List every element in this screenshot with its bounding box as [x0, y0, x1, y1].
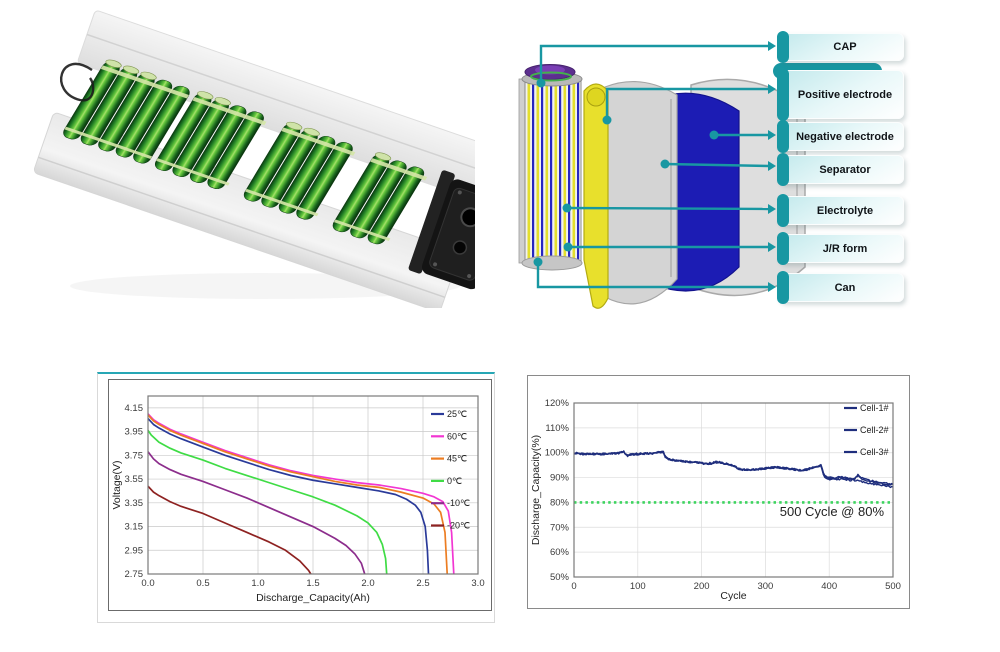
svg-text:60℃: 60℃	[447, 431, 467, 441]
svg-text:3.75: 3.75	[125, 450, 144, 461]
battery-module-photo	[30, 8, 507, 312]
series-line-60℃	[147, 413, 455, 575]
cycle-life-chart: 500 Cycle @ 80% 0 100 200 300 400 500 50% 60% 70%…	[530, 398, 901, 602]
svg-text:70%: 70%	[550, 522, 570, 533]
svg-text:60%: 60%	[550, 547, 570, 558]
x-axis-title: Cycle	[720, 590, 746, 602]
svg-text:3.55: 3.55	[125, 474, 144, 485]
svg-text:-10℃: -10℃	[447, 498, 470, 508]
svg-text:1.0: 1.0	[251, 578, 264, 589]
svg-text:3.35: 3.35	[125, 498, 144, 509]
gridlines	[147, 396, 479, 575]
reference-annotation: 500 Cycle @ 80%	[780, 504, 885, 519]
svg-text:-20℃: -20℃	[447, 521, 470, 531]
svg-text:2.5: 2.5	[416, 578, 429, 589]
cell-cutaway-illustration	[518, 41, 806, 309]
svg-text:500: 500	[885, 581, 901, 592]
label-positive-electrode: Positive electrode	[773, 63, 904, 121]
series-line-Cell-2#	[573, 451, 894, 489]
svg-text:45℃: 45℃	[447, 454, 467, 464]
series-line--10℃	[147, 451, 366, 575]
label-cap: CAP	[777, 31, 904, 63]
svg-text:3.95: 3.95	[125, 427, 144, 438]
label-separator-text: Separator	[819, 163, 871, 176]
svg-text:0.5: 0.5	[196, 578, 209, 589]
svg-text:2.0: 2.0	[361, 578, 374, 589]
y-axis-title: Discharge_Capacity(%)	[530, 435, 542, 545]
svg-text:110%: 110%	[545, 423, 569, 434]
svg-text:1.5: 1.5	[306, 578, 319, 589]
label-separator: Separator	[777, 153, 904, 186]
svg-text:Cell-3#: Cell-3#	[860, 447, 889, 457]
svg-text:Cell-2#: Cell-2#	[860, 425, 889, 435]
svg-text:100%: 100%	[545, 448, 570, 459]
label-electrolyte-text: Electrolyte	[816, 204, 874, 217]
power-cable	[60, 62, 95, 102]
svg-text:80%: 80%	[550, 497, 570, 508]
svg-text:200: 200	[694, 581, 710, 592]
svg-text:3.0: 3.0	[471, 578, 484, 589]
svg-text:50%: 50%	[550, 572, 570, 583]
series-line-25℃	[147, 417, 430, 575]
svg-text:0℃: 0℃	[447, 476, 462, 486]
connector-lines	[536, 44, 770, 289]
separator-sheet	[604, 81, 678, 305]
label-positive-electrode-text: Positive electrode	[797, 88, 893, 101]
svg-text:400: 400	[821, 581, 837, 592]
legend: Cell-1# Cell-2# Cell-3#	[844, 403, 889, 457]
tick-labels: 0 100 200 300 400 500 50% 60% 70% 80% 90% 100% 110% 1…	[545, 398, 901, 592]
battery-cells	[63, 59, 428, 245]
cell-end-caps	[105, 59, 392, 161]
positive-electrode-sheet	[583, 83, 609, 309]
svg-text:0.0: 0.0	[141, 578, 154, 589]
svg-text:90%: 90%	[550, 473, 570, 484]
label-electrolyte: Electrolyte	[777, 194, 904, 227]
series-line-Cell-3#	[573, 450, 894, 486]
cycle-chart-panel: 500 Cycle @ 80% 0 100 200 300 400 500 50% 60% 70%…	[527, 375, 910, 609]
y-axis-title: Voltage(V)	[111, 460, 123, 509]
svg-text:Cell-1#: Cell-1#	[860, 403, 889, 413]
discharge-chart-box: 0.0 0.5 1.0 1.5 2.0 2.5 3.0 2.75 2.95 3.15 3.35 3.5…	[108, 379, 492, 611]
svg-text:4.15: 4.15	[125, 403, 144, 414]
series-line--20℃	[147, 485, 312, 575]
series-line-0℃	[147, 429, 388, 575]
svg-text:100: 100	[630, 581, 646, 592]
discharge-capacity-chart: 0.0 0.5 1.0 1.5 2.0 2.5 3.0 2.75 2.95 3.15 3.35 3.5…	[111, 395, 485, 604]
connector-dots	[533, 78, 719, 267]
label-can-text: Can	[834, 281, 856, 294]
discharge-chart-panel: 0.0 0.5 1.0 1.5 2.0 2.5 3.0 2.75 2.95 3.15 3.35 3.5…	[97, 372, 495, 623]
svg-text:25℃: 25℃	[447, 409, 467, 419]
plot-border	[573, 402, 894, 578]
legend: 25℃ 60℃ 45℃ 0℃ -10℃ -20℃	[431, 409, 470, 531]
cell-structure-diagram: CAP Positive electrode Negative electrod…	[505, 15, 980, 330]
svg-text:2.95: 2.95	[125, 545, 144, 556]
label-negative-electrode: Negative electrode	[777, 120, 904, 153]
label-cap-text: CAP	[833, 41, 857, 53]
plot-border	[147, 395, 479, 575]
arrow-heads	[768, 41, 776, 292]
svg-text:0: 0	[571, 581, 576, 592]
svg-text:2.75: 2.75	[125, 569, 144, 580]
x-axis-title: Discharge_Capacity(Ah)	[256, 592, 370, 604]
label-jr-form: J/R form	[777, 232, 904, 265]
battery-module-illustration	[33, 10, 507, 312]
label-jr-form-text: J/R form	[822, 242, 868, 255]
svg-text:300: 300	[757, 581, 773, 592]
label-negative-electrode-text: Negative electrode	[796, 130, 894, 143]
jelly-roll-core	[518, 64, 583, 271]
label-can: Can	[777, 271, 904, 304]
svg-text:3.15: 3.15	[125, 522, 144, 533]
tick-labels: 0.0 0.5 1.0 1.5 2.0 2.5 3.0 2.75 2.95 3.15 3.35 3.5…	[125, 403, 485, 589]
svg-text:120%: 120%	[545, 398, 570, 409]
